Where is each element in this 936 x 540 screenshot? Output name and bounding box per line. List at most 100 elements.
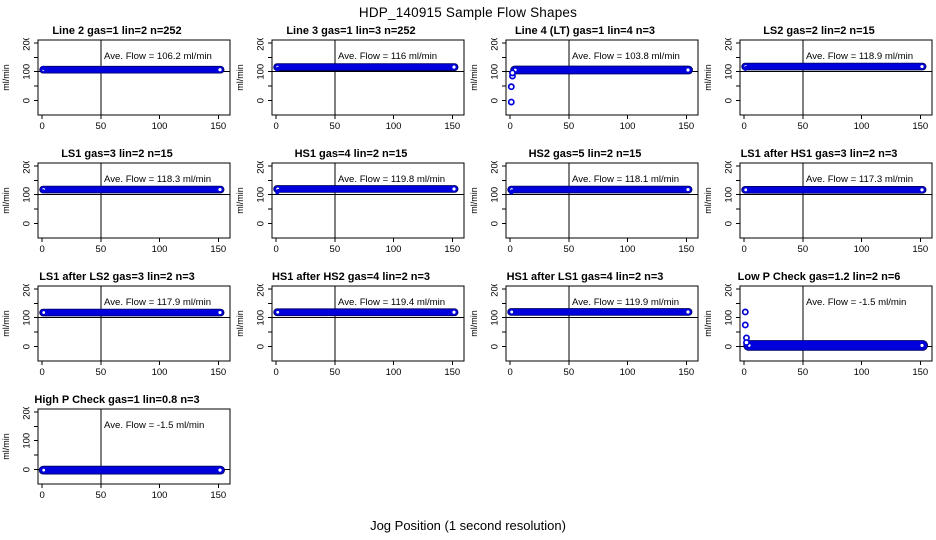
subplot-canvas: 0 50 100 150 0 100 200 ml/min Ave. Flow = -1.5 m…	[703, 284, 933, 378]
svg-text:50: 50	[798, 121, 809, 132]
svg-text:50: 50	[96, 121, 107, 132]
svg-text:0: 0	[273, 367, 278, 378]
subplot-canvas: 0 50 100 150 0 100 200 ml/min Ave. Flow = 119.9 …	[469, 284, 699, 378]
svg-text:0: 0	[507, 244, 512, 255]
svg-text:ml/min: ml/min	[1, 433, 11, 460]
svg-text:200: 200	[724, 284, 735, 297]
svg-text:50: 50	[96, 244, 107, 255]
subplot-9: LS1 after LS2 gas=3 lin=2 n=3 0 50 100 150 0 1…	[0, 268, 234, 391]
svg-text:100: 100	[490, 310, 501, 326]
subplot-canvas: 0 50 100 150 0 100 200 ml/min Ave. Flow = 116 ml…	[235, 38, 465, 132]
subplot-10: HS1 after HS2 gas=4 lin=2 n=3 0 50 100 150 0 1…	[234, 268, 468, 391]
subplot-11: HS1 after LS1 gas=4 lin=2 n=3 0 50 100 150 0 1…	[468, 268, 702, 391]
subplot-canvas: 0 50 100 150 0 100 200 ml/min Ave. Flow = 103.8 …	[469, 38, 699, 132]
subplot-8: LS1 after HS1 gas=3 lin=2 n=3 0 50 100 150 0 1…	[702, 145, 936, 268]
svg-text:200: 200	[724, 161, 735, 174]
subplot-7: HS2 gas=5 lin=2 n=15 0 50 100 150 0 100 200 ml/m…	[468, 145, 702, 268]
subplot-title: Line 2 gas=1 lin=2 n=252	[52, 25, 182, 37]
x-axis-label: Jog Position (1 second resolution)	[370, 518, 566, 533]
svg-text:100: 100	[152, 367, 168, 378]
svg-text:150: 150	[210, 490, 226, 501]
subplot-title: LS1 after HS1 gas=3 lin=2 n=3	[740, 148, 898, 160]
svg-text:0: 0	[22, 467, 33, 472]
subplot-title: LS1 gas=3 lin=2 n=15	[61, 148, 173, 160]
subplot-title: Line 3 gas=1 lin=3 n=252	[286, 25, 416, 37]
svg-text:Ave. Flow = -1.5 ml/min: Ave. Flow = -1.5 ml/min	[104, 420, 204, 431]
svg-text:100: 100	[620, 121, 636, 132]
svg-text:100: 100	[256, 64, 267, 80]
subplot-canvas: 0 50 100 150 0 100 200 ml/min Ave. Flow = 118.1 …	[469, 161, 699, 255]
svg-text:100: 100	[22, 187, 33, 203]
svg-text:0: 0	[724, 221, 735, 226]
svg-text:0: 0	[256, 98, 267, 103]
svg-text:50: 50	[330, 367, 341, 378]
svg-text:100: 100	[386, 244, 402, 255]
svg-text:Ave. Flow = -1.5 ml/min: Ave. Flow = -1.5 ml/min	[806, 297, 906, 308]
subplot-13: High P Check gas=1 lin=0.8 n=3 0 50 100 150 0…	[0, 391, 234, 514]
subplot-1: Line 2 gas=1 lin=2 n=252 0 50 100 150 0 100 200…	[0, 22, 234, 145]
svg-text:50: 50	[798, 244, 809, 255]
svg-text:ml/min: ml/min	[1, 187, 11, 214]
svg-text:ml/min: ml/min	[235, 64, 245, 91]
svg-text:200: 200	[256, 161, 267, 174]
svg-text:ml/min: ml/min	[703, 187, 713, 214]
subplot-3: Line 4 (LT) gas=1 lin=4 n=3 0 50 100 150 0 100…	[468, 22, 702, 145]
svg-text:ml/min: ml/min	[1, 64, 11, 91]
svg-text:100: 100	[22, 310, 33, 326]
svg-text:100: 100	[854, 121, 870, 132]
subplot-5: LS1 gas=3 lin=2 n=15 0 50 100 150 0 100 200 ml/m…	[0, 145, 234, 268]
svg-text:0: 0	[724, 344, 735, 349]
svg-text:Ave. Flow = 106.2 ml/min: Ave. Flow = 106.2 ml/min	[104, 51, 212, 62]
svg-text:Ave. Flow = 103.8 ml/min: Ave. Flow = 103.8 ml/min	[572, 51, 680, 62]
subplot-title: Line 4 (LT) gas=1 lin=4 n=3	[514, 25, 656, 37]
svg-text:ml/min: ml/min	[469, 64, 479, 91]
subplot-12: Low P Check gas=1.2 lin=2 n=6 0 50 100 150 0 1…	[702, 268, 936, 391]
subplot-canvas: 0 50 100 150 0 100 200 ml/min Ave. Flow = 119.8 …	[235, 161, 465, 255]
svg-text:0: 0	[22, 344, 33, 349]
subplot-canvas: 0 50 100 150 0 100 200 ml/min Ave. Flow = 118.9 …	[703, 38, 933, 132]
svg-text:150: 150	[678, 367, 694, 378]
subplot-title: HS1 gas=4 lin=2 n=15	[294, 148, 408, 160]
svg-text:50: 50	[564, 121, 575, 132]
svg-text:150: 150	[210, 121, 226, 132]
svg-text:0: 0	[724, 98, 735, 103]
svg-text:100: 100	[854, 244, 870, 255]
subplot-title: LS2 gas=2 lin=2 n=15	[763, 25, 875, 37]
svg-text:Ave. Flow = 119.9 ml/min: Ave. Flow = 119.9 ml/min	[572, 297, 679, 308]
svg-text:100: 100	[490, 64, 501, 80]
svg-text:ml/min: ml/min	[1, 310, 11, 337]
svg-text:0: 0	[256, 221, 267, 226]
svg-text:Ave. Flow = 119.8 ml/min: Ave. Flow = 119.8 ml/min	[338, 174, 445, 185]
subplot-title: LS1 after LS2 gas=3 lin=2 n=3	[39, 271, 195, 283]
svg-text:50: 50	[798, 367, 809, 378]
svg-text:150: 150	[912, 367, 928, 378]
svg-text:100: 100	[854, 367, 870, 378]
svg-text:200: 200	[22, 161, 33, 174]
svg-text:0: 0	[741, 121, 746, 132]
svg-text:0: 0	[39, 490, 44, 501]
svg-text:50: 50	[330, 121, 341, 132]
svg-text:50: 50	[564, 244, 575, 255]
svg-text:50: 50	[564, 367, 575, 378]
subplot-4: LS2 gas=2 lin=2 n=15 0 50 100 150 0 100 200 ml/m…	[702, 22, 936, 145]
svg-text:200: 200	[256, 284, 267, 297]
svg-text:0: 0	[22, 221, 33, 226]
svg-text:0: 0	[256, 344, 267, 349]
svg-text:0: 0	[273, 121, 278, 132]
svg-text:Ave. Flow = 118.3 ml/min: Ave. Flow = 118.3 ml/min	[104, 174, 211, 185]
svg-text:100: 100	[152, 121, 168, 132]
svg-text:100: 100	[620, 244, 636, 255]
subplot-title: HS1 after HS2 gas=4 lin=2 n=3	[271, 271, 431, 283]
svg-text:150: 150	[678, 244, 694, 255]
svg-text:200: 200	[490, 161, 501, 174]
svg-text:150: 150	[444, 244, 460, 255]
svg-text:100: 100	[22, 433, 33, 449]
svg-text:0: 0	[741, 244, 746, 255]
figure-title: HDP_140915 Sample Flow Shapes	[358, 5, 578, 20]
svg-text:150: 150	[210, 244, 226, 255]
svg-text:Ave. Flow = 118.1 ml/min: Ave. Flow = 118.1 ml/min	[572, 174, 679, 185]
svg-text:50: 50	[330, 244, 341, 255]
svg-text:150: 150	[444, 121, 460, 132]
svg-text:Ave. Flow = 117.9 ml/min: Ave. Flow = 117.9 ml/min	[104, 297, 211, 308]
svg-text:100: 100	[386, 121, 402, 132]
